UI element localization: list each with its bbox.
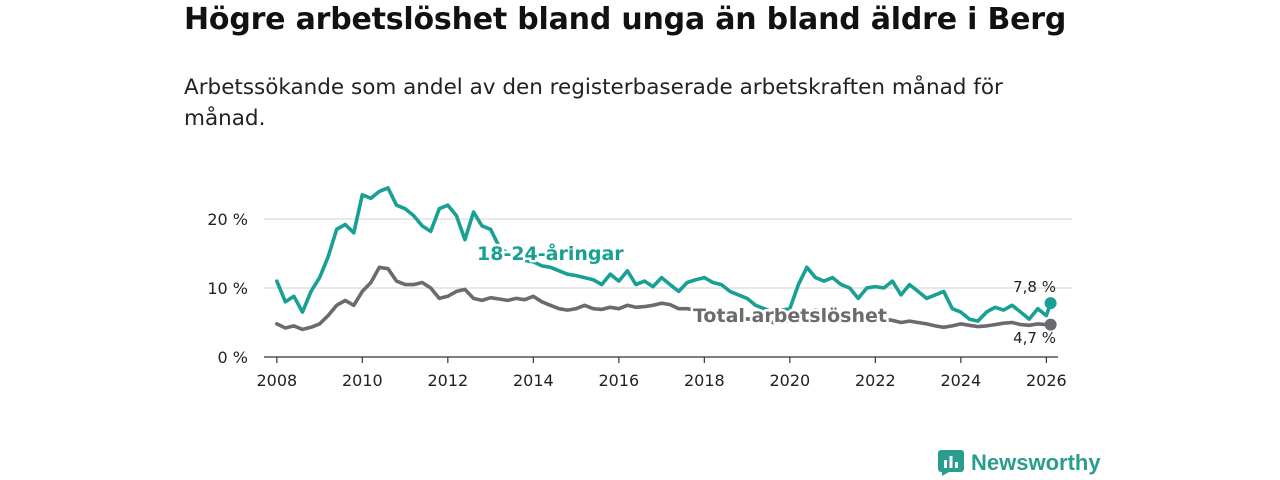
newsworthy-brand: Newsworthy bbox=[938, 450, 1101, 476]
x-tick-label: 2026 bbox=[1026, 371, 1067, 390]
x-tick-label: 2022 bbox=[855, 371, 896, 390]
x-tick-label: 2008 bbox=[256, 371, 297, 390]
newsworthy-logo-icon bbox=[938, 450, 964, 476]
chart-title: Högre arbetslöshet bland unga än bland ä… bbox=[184, 2, 1067, 37]
y-tick-label: 0 % bbox=[218, 348, 248, 367]
x-axis: 2008 2010 2012 2014 2016 2018 2020 2022 2024 2026 bbox=[256, 356, 1067, 390]
y-tick-label: 20 % bbox=[207, 210, 248, 229]
series-labels: 18-24-åringar Total arbetslöshet 7,8 % 4,7 … bbox=[475, 239, 1057, 348]
x-tick-label: 2016 bbox=[598, 371, 639, 390]
series-label-total: Total arbetslöshet bbox=[693, 305, 887, 327]
brand-name: Newsworthy bbox=[971, 450, 1101, 475]
line-chart: 0 % 10 % 20 % 2008 2010 2012 2014 2016 2018 2020… bbox=[207, 186, 1072, 390]
end-label-youth: 7,8 % bbox=[1013, 278, 1056, 296]
x-tick-label: 2010 bbox=[342, 371, 383, 390]
end-point-youth bbox=[1044, 297, 1057, 310]
y-tick-label: 10 % bbox=[207, 279, 248, 298]
series-lines bbox=[275, 186, 1057, 332]
series-label-youth: 18-24-åringar bbox=[477, 241, 624, 265]
x-tick-label: 2024 bbox=[940, 371, 981, 390]
x-tick-label: 2012 bbox=[427, 371, 468, 390]
end-point-total bbox=[1044, 318, 1057, 331]
x-tick-label: 2018 bbox=[684, 371, 725, 390]
series-line-total bbox=[275, 265, 1053, 332]
x-tick-label: 2014 bbox=[513, 371, 554, 390]
series-line-youth bbox=[275, 186, 1053, 323]
end-label-total: 4,7 % bbox=[1013, 329, 1056, 347]
chart-subtitle: Arbetssökande som andel av den registerb… bbox=[184, 75, 1003, 131]
x-tick-label: 2020 bbox=[769, 371, 810, 390]
gridlines: 0 % 10 % 20 % bbox=[207, 210, 1072, 367]
